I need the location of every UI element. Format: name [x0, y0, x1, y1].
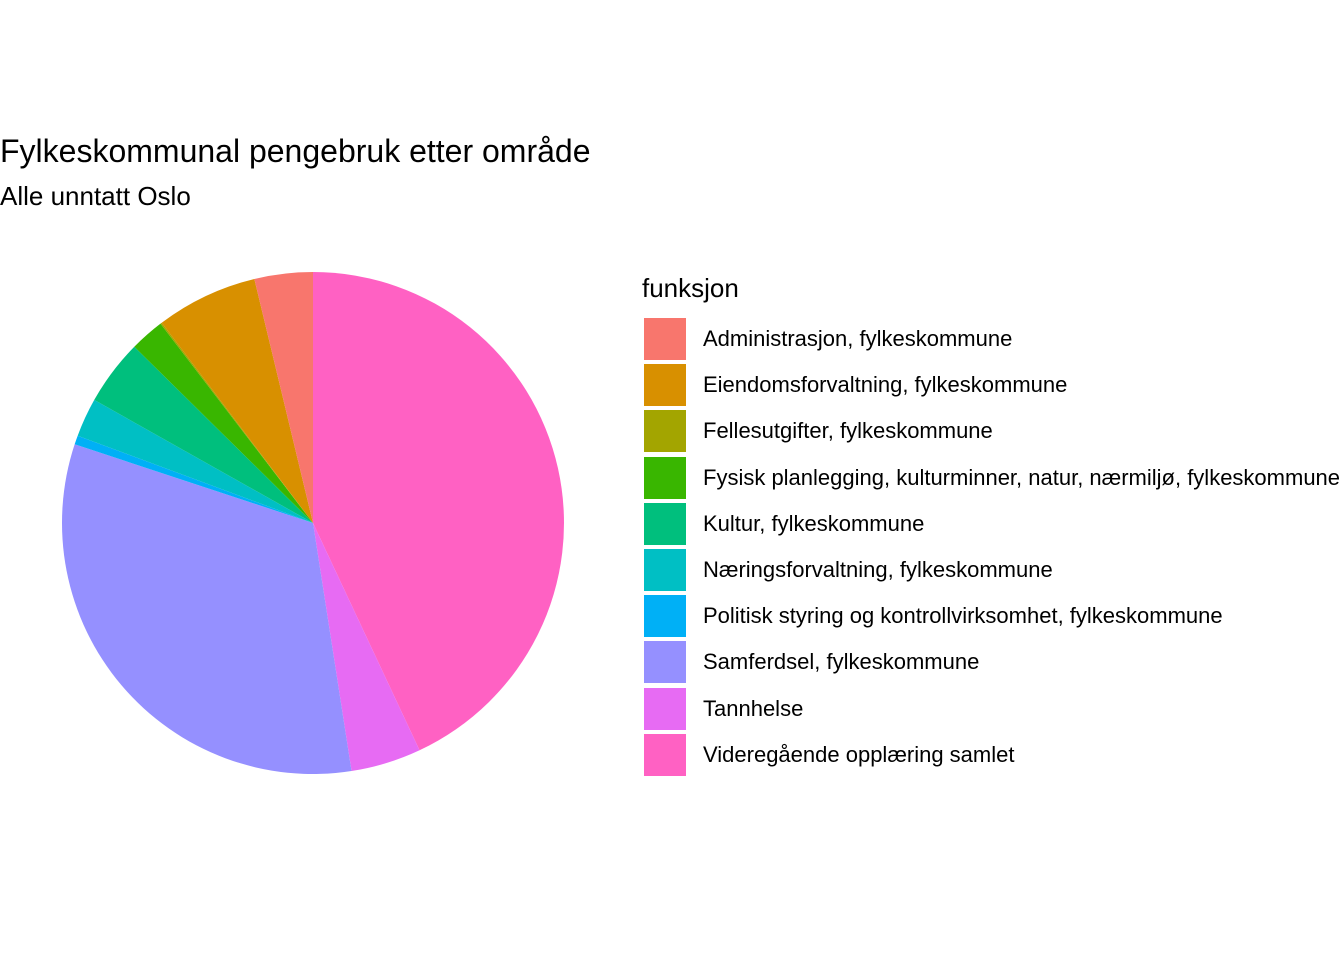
pie-slice-7	[160, 322, 313, 523]
pie-slice-9	[254, 272, 313, 523]
legend-key-swatch	[644, 733, 686, 776]
pie-slice-4	[77, 399, 314, 523]
pie-slice-2	[61, 444, 352, 774]
legend-label: Samferdsel, fylkeskommune	[703, 649, 980, 675]
pie-slice-3	[74, 435, 313, 523]
chart-subtitle: Alle unntatt Oslo	[0, 181, 191, 211]
legend-key-swatch	[644, 456, 686, 499]
legend-label: Eiendomsforvaltning, fylkeskommune	[703, 372, 1068, 398]
pie-slice-1	[313, 523, 420, 772]
legend-key-swatch	[644, 595, 686, 638]
legend-key-swatch	[644, 502, 686, 545]
legend-label: Politisk styring og kontrollvirksomhet, …	[703, 603, 1223, 629]
legend-label: Administrasjon, fylkeskommune	[703, 326, 1013, 351]
legend-key-swatch	[644, 548, 686, 591]
pie-slice-6	[134, 323, 313, 523]
pie-slice-5	[94, 346, 313, 523]
legend-key-swatch	[644, 364, 686, 407]
pie-slice-8	[161, 278, 313, 523]
legend-label: Næringsforvaltning, fylkeskommune	[703, 556, 1053, 582]
legend-label: Kultur, fylkeskommune	[703, 510, 925, 536]
legend-label: Videregående opplæring samlet	[703, 741, 1015, 767]
legend-title: funksjon	[642, 273, 739, 303]
chart-title: Fylkeskommunal pengebruk etter område	[0, 133, 591, 169]
legend-label: Tannhelse	[703, 695, 804, 721]
legend-key-swatch	[644, 410, 686, 453]
legend-key-swatch	[644, 318, 686, 360]
pie-chart	[61, 272, 564, 774]
pie-slice-0	[313, 272, 564, 751]
legend-label: Fellesutgifter, fylkeskommune	[703, 418, 993, 444]
legend-key-swatch	[644, 641, 686, 684]
legend-key-swatch	[644, 687, 686, 730]
legend-label: Fysisk planlegging, kulturminner, natur,…	[703, 464, 1341, 490]
